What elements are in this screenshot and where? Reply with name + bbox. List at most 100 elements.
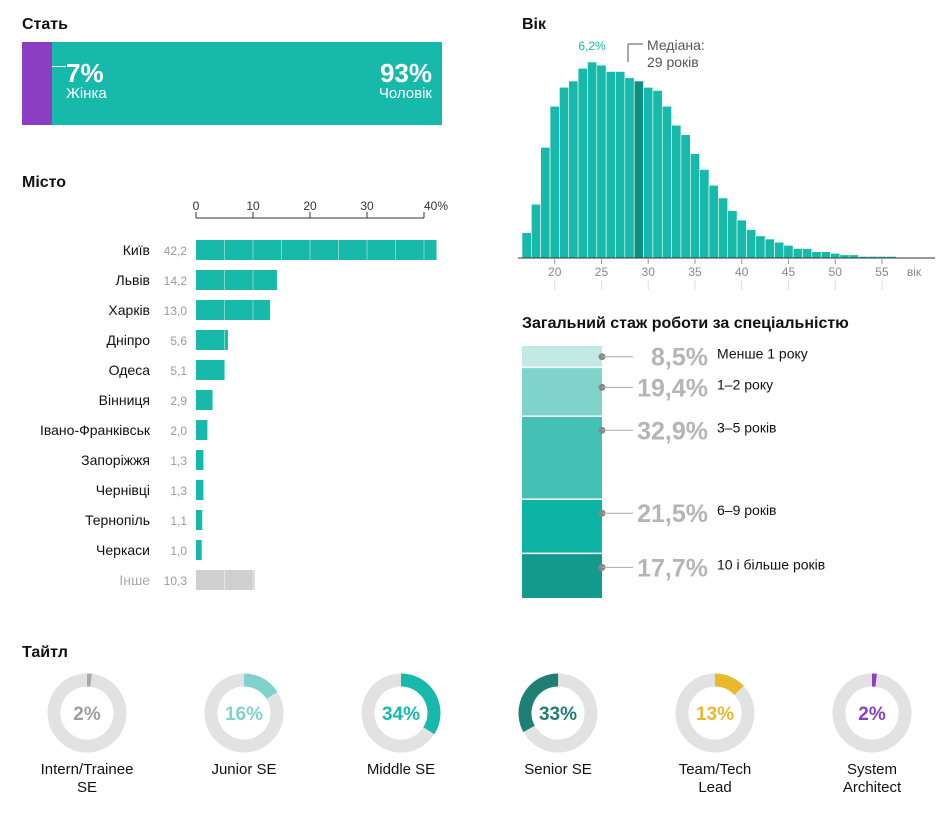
donut-arc [832,673,912,753]
city-bar [196,510,203,530]
city-value-label: 1,1 [170,514,187,528]
donut-arc [204,673,284,753]
experience-pct: 19,4% [637,374,708,402]
donut-label: Team/Tech Lead [655,761,775,797]
title-donut: 16% [204,673,284,753]
gender-male-segment [52,42,442,125]
city-value-label: 2,0 [170,424,187,438]
age-bar [624,77,635,259]
experience-title: Загальний стаж роботи за спеціальністю [522,315,849,332]
city-bar [196,540,202,560]
age-bar [671,124,682,259]
city-bar [196,480,204,500]
city-value-label: 10,3 [164,574,188,588]
donut-arc [47,673,127,753]
gender-female-tick [52,66,66,67]
titles-title: Тайтл [22,644,68,661]
title-donut: 2% [832,673,912,753]
city-value-label: 1,3 [170,454,187,468]
gender-female-label: Жінка [66,85,107,102]
city-label: Харків [108,302,150,318]
city-value-label: 5,6 [170,334,187,348]
city-tick-label: 0 [193,199,200,213]
experience-segment [522,346,602,368]
age-bar [783,245,794,259]
city-bar [196,390,213,410]
donut-label-line: Intern/Trainee [40,761,134,778]
city-tick-label: 10 [246,199,260,213]
city-label: Одеса [109,362,151,378]
donut-pct: 33% [539,704,577,725]
experience-label: 3–5 років [717,419,777,435]
title-donut: 13% [675,673,755,753]
age-tick-label: 45 [782,265,796,279]
age-bar [521,232,532,259]
age-bar [718,197,729,259]
donut-label-line: Senior SE [524,761,592,778]
donut-label-line: Lead [698,779,732,796]
experience-label: 1–2 року [717,376,773,392]
age-bar [587,61,598,259]
city-value-label: 14,2 [164,274,188,288]
age-bar [643,86,654,259]
age-tick-label: 20 [548,265,562,279]
title-donut: 2% [47,673,127,753]
city-bar [196,420,208,440]
age-tick-label: 30 [642,265,656,279]
donut-label-line: Junior SE [211,761,277,778]
age-bar [746,229,757,259]
city-value-label: 1,0 [170,544,187,558]
age-bar [792,248,803,259]
age-chart: 6,2% Медіана: 29 років 20 25 30 35 40 45 50 55 в… [518,37,935,290]
age-tick-label: 50 [829,265,843,279]
age-bar [755,235,766,259]
city-bar [196,300,271,320]
experience-segment [522,367,602,417]
age-bar [559,86,570,259]
age-bar [699,169,710,259]
city-label: Дніпро [107,332,151,348]
donut-pct: 34% [382,704,420,725]
gender-female-segment [22,42,52,125]
age-peak-label: 6,2% [578,39,606,53]
donut-pct: 2% [73,704,101,725]
donut-label: Intern/Trainee SE [27,761,147,797]
age-bar [736,219,747,259]
age-bar [764,238,775,259]
experience-segment [522,416,602,500]
city-bar [196,360,226,380]
age-bar [652,90,663,259]
age-bar [690,153,700,259]
age-bar [820,251,831,259]
experience-pct: 17,7% [637,554,708,582]
gender-male-label: Чоловік [378,85,432,102]
donut-pct: 13% [696,704,734,725]
city-tick-label: 40% [424,199,448,213]
city-bar [196,330,228,350]
donut-arc [361,673,441,753]
age-bar [615,71,626,259]
city-label: Інше [119,572,150,588]
experience-segment [522,553,602,598]
age-bar [540,147,551,259]
experience-pct: 8,5% [651,344,708,372]
age-bar [811,251,822,259]
donut-label-line: Middle SE [366,761,436,778]
experience-pct: 21,5% [637,500,708,528]
city-label: Вінниця [99,392,150,408]
experience-chart: 8,5% Менше 1 року 19,4% 1–2 року 32,9% 3–5 ро… [522,344,825,598]
age-tick-label: 55 [875,265,889,279]
age-bar [727,210,738,259]
age-bar [596,64,607,259]
donut-label: Senior SE [498,761,618,779]
city-value-label: 2,9 [170,394,187,408]
experience-segment [522,499,602,554]
age-tick-label: 25 [595,265,609,279]
age-bar [680,134,691,259]
city-label: Чернівці [96,482,150,498]
city-value-label: 42,2 [164,244,188,258]
gender-title: Стать [22,16,68,33]
city-label: Запоріжжя [81,452,150,468]
donut-label-line: Architect [842,779,902,796]
age-bar [605,71,616,259]
